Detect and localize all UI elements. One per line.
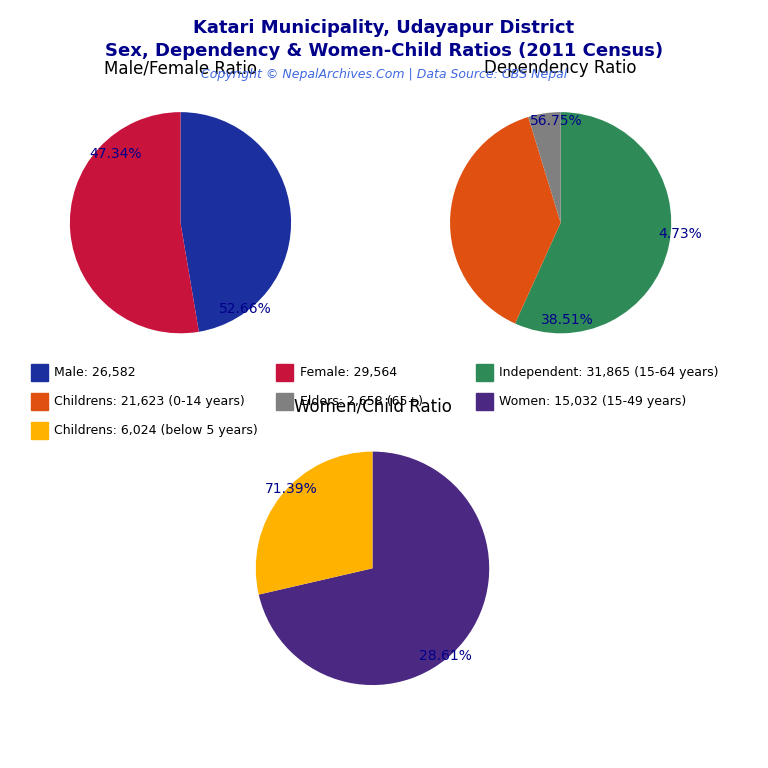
Text: Female: 29,564: Female: 29,564 [300, 366, 396, 379]
Text: 52.66%: 52.66% [219, 302, 272, 316]
Text: Childrens: 21,623 (0-14 years): Childrens: 21,623 (0-14 years) [54, 396, 244, 408]
Title: Male/Female Ratio: Male/Female Ratio [104, 59, 257, 78]
Text: 4.73%: 4.73% [658, 227, 702, 241]
Text: 47.34%: 47.34% [90, 147, 142, 161]
Text: Copyright © NepalArchives.Com | Data Source: CBS Nepal: Copyright © NepalArchives.Com | Data Sou… [201, 68, 567, 81]
Text: Sex, Dependency & Women-Child Ratios (2011 Census): Sex, Dependency & Women-Child Ratios (20… [105, 42, 663, 60]
Wedge shape [450, 117, 561, 323]
Title: Women/Child Ratio: Women/Child Ratio [293, 397, 452, 415]
Text: Independent: 31,865 (15-64 years): Independent: 31,865 (15-64 years) [499, 366, 719, 379]
Wedge shape [515, 112, 671, 333]
Wedge shape [259, 452, 489, 685]
Wedge shape [528, 112, 561, 223]
Wedge shape [256, 452, 372, 594]
Wedge shape [180, 112, 291, 332]
Text: 56.75%: 56.75% [530, 114, 582, 128]
Text: Elders: 2,658 (65+): Elders: 2,658 (65+) [300, 396, 422, 408]
Text: 71.39%: 71.39% [265, 482, 318, 496]
Text: Katari Municipality, Udayapur District: Katari Municipality, Udayapur District [194, 19, 574, 37]
Text: 38.51%: 38.51% [541, 313, 594, 327]
Text: Women: 15,032 (15-49 years): Women: 15,032 (15-49 years) [499, 396, 687, 408]
Text: 28.61%: 28.61% [419, 649, 472, 663]
Title: Dependency Ratio: Dependency Ratio [485, 59, 637, 78]
Text: Male: 26,582: Male: 26,582 [54, 366, 135, 379]
Text: Childrens: 6,024 (below 5 years): Childrens: 6,024 (below 5 years) [54, 425, 257, 437]
Wedge shape [70, 112, 199, 333]
